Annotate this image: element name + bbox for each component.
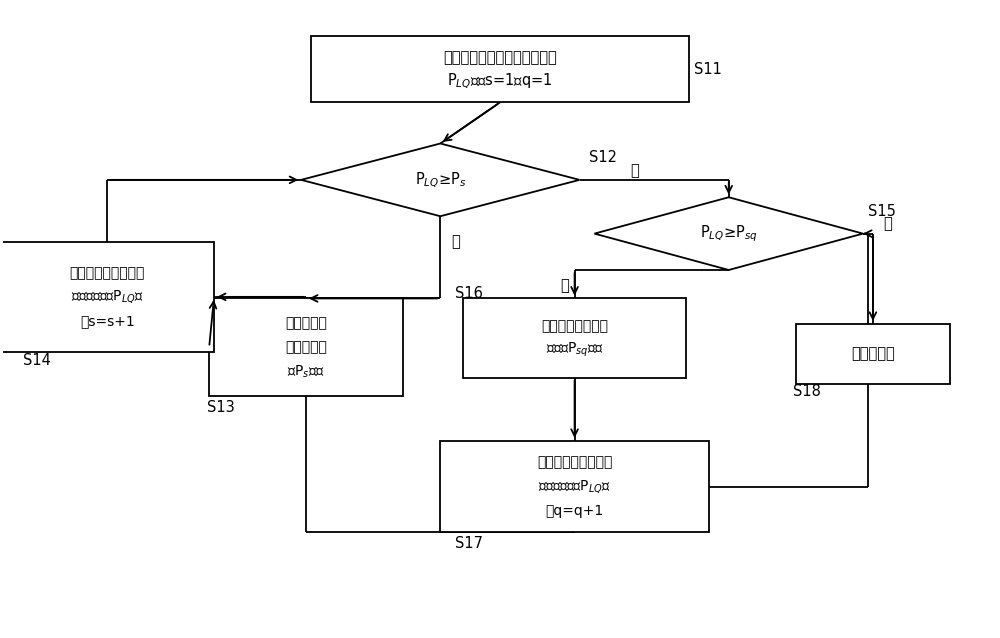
Text: 是: 是 (560, 278, 569, 293)
Text: 否: 否 (630, 163, 639, 178)
FancyBboxPatch shape (440, 441, 709, 533)
Text: S13: S13 (207, 400, 234, 415)
Text: P$_{LQ}$≥P$_{sq}$: P$_{LQ}$≥P$_{sq}$ (700, 223, 758, 244)
Text: 重新确定需要切除的: 重新确定需要切除的 (537, 456, 612, 470)
Text: 且q=q+1: 且q=q+1 (545, 503, 604, 517)
Text: 向智能监控终端发: 向智能监控终端发 (541, 319, 608, 333)
Text: 且s=s+1: 且s=s+1 (80, 314, 135, 328)
Polygon shape (594, 197, 863, 270)
Text: 确定需要切除的有功功率缺额: 确定需要切除的有功功率缺额 (443, 50, 557, 64)
Text: P$_{LQ}$≥P$_s$: P$_{LQ}$≥P$_s$ (415, 170, 466, 189)
Text: S17: S17 (455, 536, 483, 551)
FancyBboxPatch shape (0, 242, 214, 352)
Text: 向智能监控: 向智能监控 (285, 316, 327, 330)
Text: S14: S14 (23, 353, 51, 367)
Text: S16: S16 (455, 286, 483, 301)
Text: S18: S18 (793, 384, 821, 399)
Polygon shape (301, 144, 580, 216)
FancyBboxPatch shape (796, 323, 950, 384)
Text: 有功功率缺额P$_{LQ}$，: 有功功率缺额P$_{LQ}$， (71, 288, 144, 306)
Text: 除P$_s$指令: 除P$_s$指令 (287, 363, 325, 380)
FancyBboxPatch shape (463, 299, 686, 378)
FancyBboxPatch shape (311, 36, 689, 102)
Text: 停止切负荷: 停止切负荷 (851, 346, 895, 361)
Text: P$_{LQ}$，且s=1，q=1: P$_{LQ}$，且s=1，q=1 (447, 71, 553, 91)
Text: S12: S12 (590, 150, 618, 165)
FancyBboxPatch shape (209, 299, 403, 396)
Text: 终端发送切: 终端发送切 (285, 341, 327, 355)
Text: S15: S15 (868, 204, 896, 219)
Text: 有功功率缺额P$_{LQ}$，: 有功功率缺额P$_{LQ}$， (538, 478, 611, 495)
Text: S11: S11 (694, 62, 722, 77)
Text: 重新确定需要切除的: 重新确定需要切除的 (70, 266, 145, 280)
Text: 送切除P$_{sq}$指令: 送切除P$_{sq}$指令 (546, 341, 603, 359)
Text: 是: 是 (451, 234, 460, 249)
Text: 否: 否 (883, 217, 892, 232)
